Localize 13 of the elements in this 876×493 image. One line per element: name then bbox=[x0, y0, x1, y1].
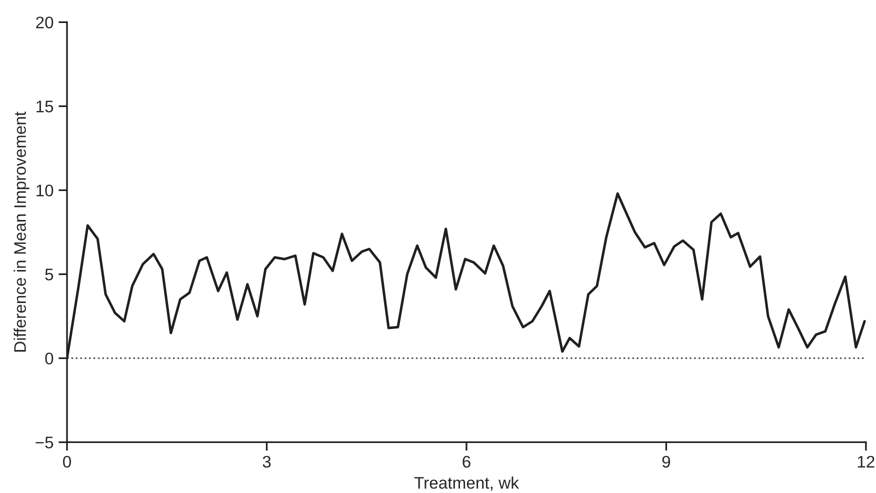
x-axis-title: Treatment, wk bbox=[414, 476, 519, 491]
x-tick-label: 0 bbox=[63, 456, 71, 468]
x-tick-label: 6 bbox=[462, 456, 470, 468]
y-tick-label: 10 bbox=[36, 184, 54, 196]
y-axis-title: Difference in Mean Improvement bbox=[14, 112, 30, 352]
y-tick-label: 5 bbox=[45, 268, 54, 280]
x-tick-label: 3 bbox=[262, 456, 271, 468]
x-tick-label: 12 bbox=[858, 456, 874, 468]
y-tick-label: 15 bbox=[36, 100, 54, 112]
y-tick-label: −5 bbox=[36, 436, 54, 448]
y-tick-label: 0 bbox=[45, 352, 54, 364]
x-tick-label: 9 bbox=[662, 456, 670, 468]
y-tick-label: 20 bbox=[36, 16, 54, 28]
